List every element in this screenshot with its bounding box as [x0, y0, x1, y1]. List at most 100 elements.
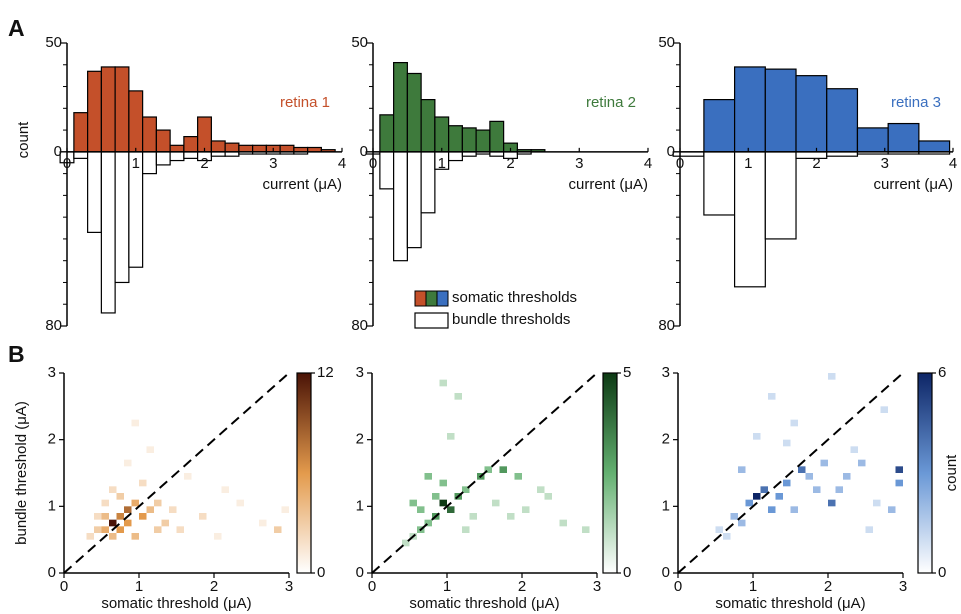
colorbar-tick-label: 5 [623, 364, 631, 381]
heatmap-cell [514, 473, 522, 480]
bar [100, 66, 116, 153]
bar [73, 151, 89, 159]
heatmap-cell [544, 493, 552, 500]
heatmap-cell [775, 493, 783, 500]
y-tick-label: 50 [351, 34, 368, 51]
heatmap-cell [582, 526, 590, 533]
bar [856, 127, 889, 153]
heatmap-cell [462, 526, 470, 533]
annotation: retina 3 [891, 94, 941, 111]
heatmap-cell [124, 459, 132, 467]
legend-swatch [414, 290, 427, 307]
y-tick-label: 80 [45, 317, 62, 334]
x-tick-label: 1 [132, 155, 140, 172]
bar [155, 151, 171, 166]
heatmap-cell [424, 519, 432, 527]
bar [169, 144, 185, 153]
bar [703, 98, 736, 153]
bar [87, 70, 102, 153]
identity-line [677, 372, 904, 574]
x-axis-label: current (μA) [263, 176, 343, 193]
heatmap-cell [790, 419, 798, 427]
heatmap-cell [798, 466, 806, 473]
y-axis-label: count [15, 121, 32, 159]
bar [733, 66, 766, 153]
y-tick-label: 1 [356, 497, 364, 514]
bar [128, 90, 144, 153]
bar [475, 129, 491, 153]
x-tick-label: 2 [200, 155, 208, 172]
bar [393, 151, 408, 262]
x-axis-label: current (μA) [874, 176, 954, 193]
heatmap-cell [146, 446, 154, 453]
heatmap-cell [447, 506, 455, 513]
x-axis-label: somatic threshold (μA) [101, 595, 251, 612]
bar [252, 144, 267, 153]
bar [87, 151, 102, 233]
bar [224, 142, 240, 153]
x-tick-label: 2 [210, 578, 218, 595]
panel-letter: B [8, 341, 25, 367]
bar [279, 144, 295, 153]
heatmap-cell [94, 513, 102, 520]
y-tick-label: 0 [667, 143, 675, 160]
y-tick-label: 3 [662, 364, 670, 381]
heatmap-cell [895, 466, 903, 473]
x-axis-label: current (μA) [569, 176, 649, 193]
bar [155, 129, 171, 153]
heatmap-cell [730, 513, 738, 520]
heatmap-cell [94, 526, 102, 533]
y-tick-label: 3 [356, 364, 364, 381]
x-tick-label: 1 [744, 155, 752, 172]
legend-label: bundle thresholds [452, 311, 570, 328]
heatmap-cell [139, 479, 147, 487]
bar [703, 151, 736, 216]
y-tick-label: 2 [662, 431, 670, 448]
y-tick-label: 50 [658, 34, 675, 51]
heatmap-cell [131, 533, 139, 540]
y-tick-label: 80 [658, 317, 675, 334]
y-axis-label: bundle threshold (μA) [13, 401, 30, 545]
x-tick-label: 2 [506, 155, 514, 172]
x-tick-label: 1 [135, 578, 143, 595]
y-tick-label: 2 [48, 431, 56, 448]
x-tick-label: 1 [749, 578, 757, 595]
y-tick-label: 0 [356, 564, 364, 581]
heatmap-cell [236, 499, 244, 507]
heatmap-cell [169, 506, 177, 513]
bar [448, 151, 463, 162]
bar [406, 72, 422, 153]
y-tick-label: 2 [356, 431, 364, 448]
bar [918, 140, 951, 153]
x-axis-label: somatic threshold (μA) [715, 595, 865, 612]
x-tick-label: 0 [60, 578, 68, 595]
heatmap-cell [131, 419, 139, 427]
bar [887, 122, 920, 153]
bar [100, 151, 116, 314]
heatmap-cell [124, 506, 132, 513]
heatmap-cell [101, 499, 109, 507]
heatmap-cell [865, 526, 873, 533]
heatmap-cell [176, 526, 184, 533]
heatmap-cell [738, 466, 746, 473]
bar [448, 125, 463, 153]
bar [169, 151, 185, 162]
bar [183, 136, 199, 153]
panel-letter: A [8, 15, 25, 41]
heatmap-cell [783, 479, 791, 487]
x-tick-label: 3 [269, 155, 277, 172]
heatmap-cell [880, 406, 888, 413]
heatmap-cell [221, 486, 229, 493]
heatmap-cell [723, 533, 731, 540]
y-tick-label: 1 [48, 497, 56, 514]
heatmap-cell [109, 486, 117, 493]
heatmap-cell [813, 486, 821, 493]
bar [142, 116, 157, 153]
bar [461, 127, 477, 153]
x-tick-label: 3 [575, 155, 583, 172]
x-tick-label: 3 [899, 578, 907, 595]
heatmap-cell [101, 526, 109, 533]
x-tick-label: 2 [824, 578, 832, 595]
heatmap-cell [753, 433, 761, 440]
